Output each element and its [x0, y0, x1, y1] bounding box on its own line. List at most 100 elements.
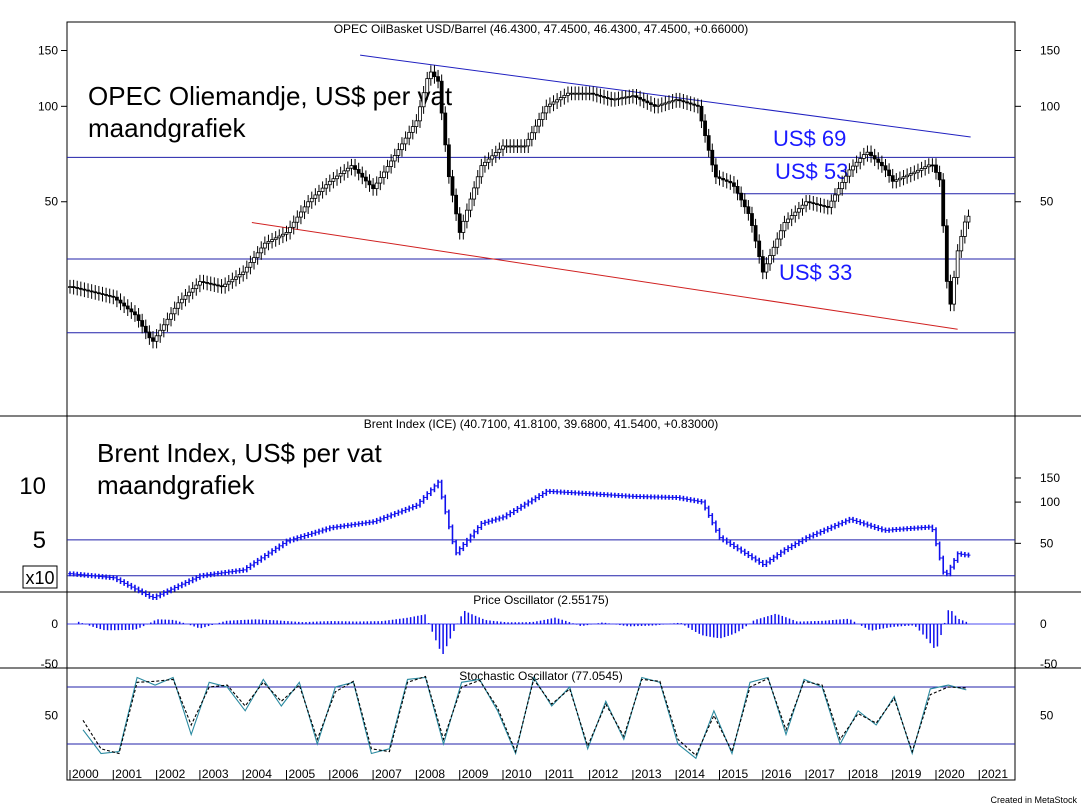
x-tick-label-2016: 2016 — [765, 767, 792, 781]
opec-candle-73 — [331, 178, 336, 182]
opec-candle-237 — [923, 166, 928, 169]
x-tick-label-2017: 2017 — [808, 767, 835, 781]
x-tick-label-2018: 2018 — [851, 767, 878, 781]
opec-candle-207 — [815, 203, 819, 206]
opec-candle-18 — [133, 311, 137, 316]
x-tick-label-2001: 2001 — [115, 767, 142, 781]
opec-candle-157 — [634, 95, 639, 98]
opec-candle-137 — [562, 94, 567, 98]
opec-candle-185 — [735, 186, 740, 194]
opec-candle-165 — [663, 102, 668, 105]
opec-candle-86 — [378, 177, 383, 184]
opec-candle-76 — [342, 170, 347, 174]
opec-candle-6 — [89, 290, 94, 293]
opec-left-tick-label-150: 150 — [38, 44, 58, 58]
opec-candle-202 — [796, 208, 801, 213]
opec-candle-77 — [345, 167, 350, 172]
opec-candle-3 — [78, 287, 83, 290]
opec-candle-184 — [732, 182, 736, 187]
opec-candle-199 — [786, 218, 790, 223]
opec-candle-112 — [472, 187, 477, 200]
opec-candle-58 — [277, 235, 282, 239]
opec-candle-174 — [695, 104, 700, 107]
opec-candle-186 — [739, 192, 744, 201]
opec-candle-12 — [111, 295, 116, 298]
opec-candle-189 — [750, 213, 754, 226]
x-tick-label-2005: 2005 — [289, 767, 316, 781]
opec-candle-63 — [295, 216, 300, 223]
opec-candle-101 — [432, 71, 437, 78]
opec-candle-191 — [757, 240, 762, 257]
opec-candle-29 — [172, 307, 177, 315]
opec-candle-195 — [771, 246, 776, 256]
opec-candle-241 — [937, 172, 942, 181]
opec-left-tick-label-50: 50 — [45, 195, 59, 209]
opec-candle-47 — [237, 274, 242, 278]
opec-candle-175 — [699, 105, 704, 122]
opec-candle-231 — [901, 176, 906, 179]
opec-candle-146 — [594, 93, 599, 96]
opec-candle-143 — [584, 92, 588, 95]
opec-candle-212 — [833, 194, 837, 202]
opec-candle-61 — [288, 226, 293, 233]
opec-candle-209 — [822, 205, 827, 207]
opec-candle-190 — [753, 225, 758, 242]
opec-candle-121 — [504, 145, 509, 148]
stoch-series-dashed — [82, 675, 967, 757]
opec-candle-79 — [353, 165, 357, 170]
x-tick-label-2008: 2008 — [418, 767, 445, 781]
x-tick-label-2007: 2007 — [375, 767, 402, 781]
opec-candle-21 — [143, 325, 148, 333]
opec-candle-114 — [479, 165, 484, 178]
opec-candle-50 — [248, 262, 253, 268]
opec-candle-151 — [612, 98, 617, 101]
po-right-tick-label-0: 0 — [1040, 617, 1047, 631]
opec-candle-122 — [508, 145, 513, 148]
opec-candle-244 — [948, 281, 953, 305]
brent-annotation-line-1: Brent Index, US$ per vat — [97, 438, 382, 468]
opec-annotation-line-1: OPEC Oliemandje, US$ per vat — [88, 81, 453, 111]
opec-candle-176 — [703, 120, 707, 137]
opec-candle-206 — [811, 202, 816, 205]
opec-candle-90 — [392, 155, 397, 162]
opec-candle-31 — [179, 298, 184, 304]
opec-candle-45 — [230, 278, 235, 283]
opec-candle-236 — [919, 168, 924, 171]
opec-candle-49 — [244, 266, 249, 273]
opec-right-tick-label-100: 100 — [1040, 99, 1060, 113]
opec-candle-57 — [273, 237, 278, 241]
opec-candle-243 — [944, 225, 949, 282]
opec-candle-168 — [674, 99, 679, 102]
opec-series — [67, 54, 1015, 349]
opec-candle-136 — [558, 97, 563, 101]
opec-candle-230 — [898, 177, 902, 181]
opec-candle-239 — [930, 164, 935, 167]
opec-candle-142 — [580, 92, 585, 95]
opec-candle-183 — [728, 180, 733, 184]
opec-candle-148 — [602, 96, 606, 98]
opec-candle-116 — [486, 158, 491, 163]
x-tick-label-2009: 2009 — [462, 767, 489, 781]
opec-candle-87 — [382, 171, 386, 178]
level-label-53: US$ 53 — [775, 159, 848, 184]
opec-candle-194 — [768, 255, 772, 265]
opec-candle-246 — [955, 250, 960, 278]
opec-candle-41 — [216, 284, 220, 287]
opec-candle-108 — [457, 213, 462, 233]
opec-candle-68 — [313, 194, 318, 199]
opec-candle-210 — [825, 206, 830, 208]
opec-candle-147 — [598, 94, 603, 97]
multiplier-box — [22, 565, 58, 589]
opec-candle-130 — [537, 119, 541, 127]
opec-candle-198 — [782, 222, 787, 232]
opec-candle-164 — [659, 103, 664, 106]
opec-candle-72 — [327, 180, 332, 186]
opec-candle-28 — [169, 313, 173, 320]
opec-candle-88 — [385, 166, 390, 173]
opec-candle-149 — [605, 97, 610, 99]
opec-candle-180 — [717, 176, 722, 179]
opec-candle-97 — [418, 106, 422, 122]
opec-candle-105 — [446, 144, 451, 178]
opec-candle-43 — [223, 283, 228, 287]
opec-candle-38 — [205, 282, 210, 284]
